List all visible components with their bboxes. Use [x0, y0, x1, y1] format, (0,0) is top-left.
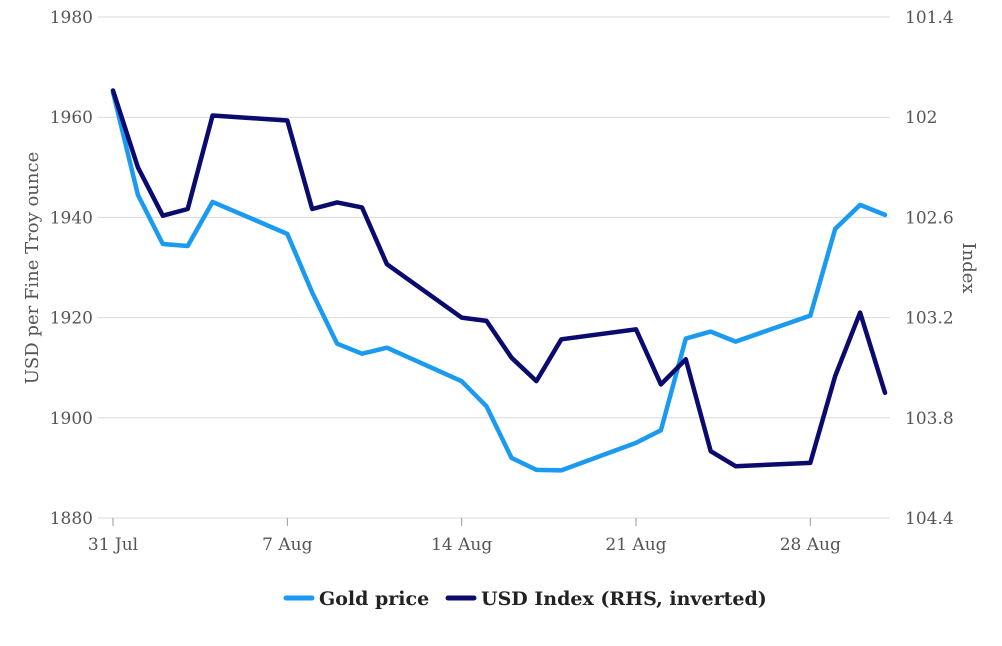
- right-axis-title: Index: [958, 242, 979, 293]
- legend-label-gold: Gold price: [319, 588, 429, 610]
- series-lines: [110, 88, 888, 473]
- right-tick-label: 103.8: [905, 409, 954, 429]
- left-axis-ticks: 1880 1900 1920 1940 1960 1980: [50, 8, 93, 529]
- right-tick-label: 104.4: [905, 509, 954, 529]
- left-tick-label: 1880: [50, 509, 93, 529]
- left-axis-title: USD per Fine Troy ounce: [22, 152, 43, 384]
- left-tick-label: 1940: [50, 208, 93, 228]
- right-axis-ticks: 101.4 102 102.6 103.2 103.8 104.4: [905, 8, 954, 529]
- left-tick-label: 1980: [50, 8, 93, 28]
- series-line-gold-price: [110, 89, 888, 473]
- x-tick-label: 28 Aug: [780, 535, 841, 555]
- legend: Gold price USD Index (RHS, inverted): [283, 588, 767, 610]
- x-tick-label: 7 Aug: [262, 535, 312, 555]
- right-tick-label: 102: [905, 108, 937, 128]
- x-tick-label: 21 Aug: [605, 535, 666, 555]
- left-tick-label: 1920: [50, 309, 93, 329]
- right-tick-label: 103.2: [905, 309, 954, 329]
- gridlines: [98, 16, 890, 519]
- right-tick-label: 102.6: [905, 208, 954, 228]
- left-tick-label: 1900: [50, 409, 93, 429]
- right-tick-label: 101.4: [905, 8, 954, 28]
- x-tick-label: 14 Aug: [431, 535, 492, 555]
- series-line-usd-index: [110, 88, 888, 469]
- left-tick-label: 1960: [50, 108, 93, 128]
- x-axis-ticks: 31 Jul 7 Aug 14 Aug 21 Aug 28 Aug: [88, 518, 841, 555]
- legend-label-usd-index: USD Index (RHS, inverted): [481, 588, 767, 610]
- x-tick-label: 31 Jul: [88, 535, 138, 555]
